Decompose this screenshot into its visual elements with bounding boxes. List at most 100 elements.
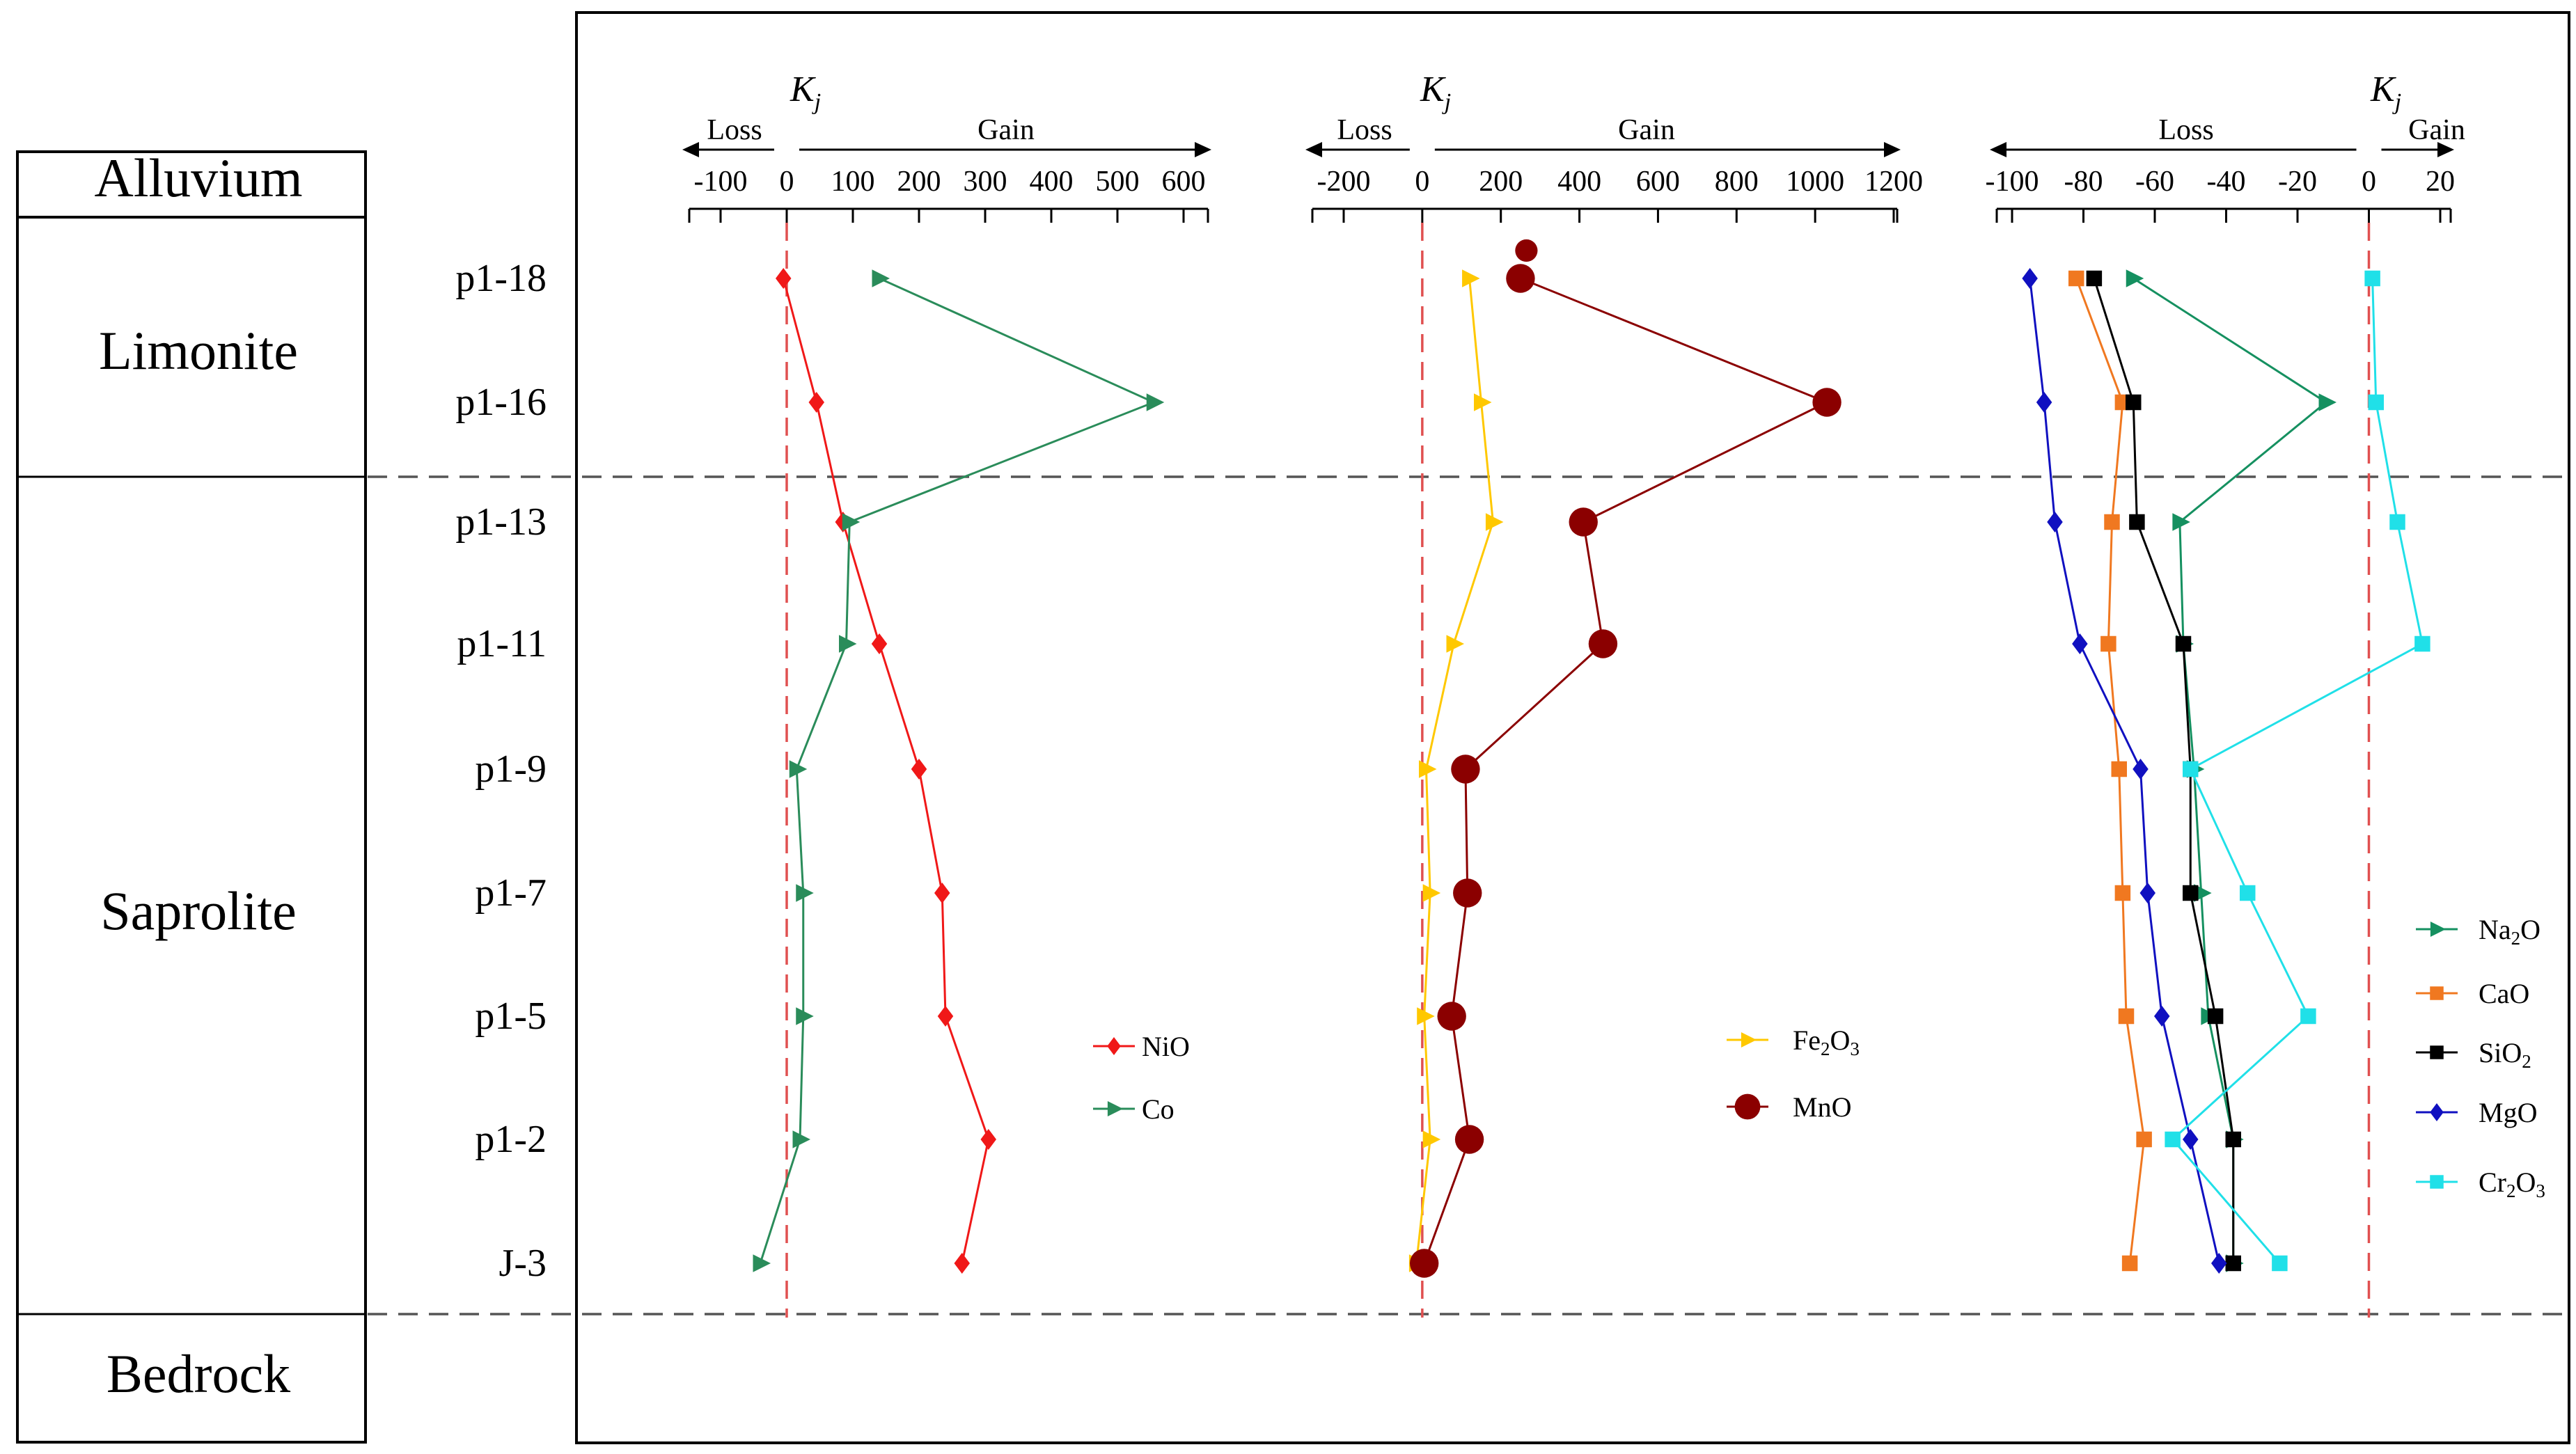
point-MnO-J-3 <box>1409 1249 1439 1278</box>
point-CaO-p1-7 <box>2114 885 2131 901</box>
legend-part-label_sub1: 2 <box>2522 1051 2531 1072</box>
x-tick-label: 20 <box>2426 166 2455 198</box>
legend: NiO Co <box>1093 1031 1190 1125</box>
point-SiO2-p1-13 <box>2129 514 2145 530</box>
x-tick-label: 400 <box>1030 166 1074 198</box>
x-tick-label: 600 <box>1636 166 1680 198</box>
x-tick-label: 0 <box>780 166 794 198</box>
point-Co-p1-9 <box>789 760 808 778</box>
point-SiO2-p1-11 <box>2175 635 2192 652</box>
point-Na2O-p1-13 <box>2172 513 2190 531</box>
point-Cr2O3-p1-9 <box>2183 761 2199 777</box>
x-tick-label: -100 <box>694 166 748 198</box>
zone-alluvium: Alluvium <box>94 148 302 208</box>
legend-part-label_sub1: 2 <box>1821 1038 1830 1059</box>
kj-j: j <box>2392 89 2401 115</box>
legend-item-Cr2O3: Cr2O3 <box>2416 1167 2545 1201</box>
series-line-Co <box>759 277 1157 1264</box>
point-MgO-p1-16 <box>2036 392 2052 413</box>
point-MgO-p1-18 <box>2022 268 2038 289</box>
legend-marker-NiO <box>1107 1037 1121 1055</box>
x-tick-label: -60 <box>2135 166 2174 198</box>
point-NiO-p1-16 <box>808 392 824 413</box>
point-CaO-J-3 <box>2121 1255 2138 1272</box>
legend-part-label_mid: O <box>1830 1025 1851 1056</box>
point-CaO-p1-18 <box>2068 270 2084 287</box>
point-SiO2-p1-7 <box>2183 885 2199 901</box>
point-MgO-p1-5 <box>2154 1006 2170 1027</box>
point-MnO-p1-13 <box>1569 507 1598 537</box>
sample-label-J-3: J-3 <box>499 1242 547 1285</box>
legend-marker-MnO <box>1734 1093 1761 1120</box>
point-Co-p1-5 <box>796 1007 814 1025</box>
series-Co <box>753 269 1165 1272</box>
loss-arrowhead <box>1990 142 2006 157</box>
kj-j: j <box>1442 89 1451 115</box>
gain-arrowhead <box>1195 142 1211 157</box>
zone-column <box>16 216 367 1444</box>
x-tick-label: 200 <box>897 166 941 198</box>
sample-label-p1-18: p1-18 <box>455 257 547 300</box>
legend-marker-Cr2O3 <box>2430 1175 2444 1189</box>
legend-item-CaO: CaO <box>2416 978 2529 1009</box>
point-Fe2O3-p1-2 <box>1422 1130 1441 1148</box>
point-CaO-p1-5 <box>2118 1008 2135 1025</box>
sample-label-p1-16: p1-16 <box>455 381 547 424</box>
point-Fe2O3-p1-5 <box>1417 1007 1435 1025</box>
point-Cr2O3-p1-7 <box>2240 885 2256 901</box>
plot-frame <box>575 11 2570 1444</box>
point-MgO-J-3 <box>2211 1253 2227 1274</box>
kj-title: Kj <box>2370 70 2401 115</box>
kj-k: K <box>1420 70 1446 109</box>
legend-part-label_mid: O <box>2516 1167 2536 1198</box>
point-MgO-p1-2 <box>2183 1129 2199 1150</box>
point-CaO-p1-11 <box>2100 635 2116 652</box>
legend-label-Fe2O3: Fe2O3 <box>1793 1025 1860 1059</box>
x-tick-label: -100 <box>1986 166 2039 198</box>
series-line-NiO <box>782 278 990 1264</box>
point-Co-p1-18 <box>872 269 890 287</box>
legend-marker-CaO <box>2430 986 2444 1000</box>
legend-marker-MgO <box>2430 1103 2444 1121</box>
point-CaO-p1-9 <box>2111 761 2127 777</box>
legend-item-MnO: MnO <box>1727 1091 1851 1123</box>
legend-item-Fe2O3: Fe2O3 <box>1727 1025 1860 1059</box>
point-Co-p1-13 <box>842 513 861 531</box>
legend-part-label_sub2: 3 <box>2536 1180 2545 1201</box>
point-NiO-p1-2 <box>980 1129 996 1150</box>
point-Cr2O3-p1-13 <box>2389 514 2405 530</box>
point-Co-p1-2 <box>792 1130 810 1148</box>
point-MnO-p1-18 <box>1506 264 1535 293</box>
sample-label-p1-5: p1-5 <box>475 995 547 1038</box>
point-Cr2O3-p1-18 <box>2364 270 2380 287</box>
point-Fe2O3-p1-7 <box>1422 884 1441 902</box>
point-CaO-p1-13 <box>2104 514 2120 530</box>
series-MnO <box>1409 264 1841 1278</box>
legend-marker-SiO2 <box>2430 1045 2444 1059</box>
point-MgO-p1-9 <box>2133 759 2149 780</box>
legend-marker-Na2O <box>2430 921 2446 938</box>
point-Fe2O3-p1-11 <box>1446 635 1464 653</box>
legend-item-Na2O: Na2O <box>2416 914 2540 949</box>
legend-label-MnO: MnO <box>1793 1091 1851 1123</box>
x-tick-label: -80 <box>2064 166 2103 198</box>
legend-part-label_sub1: 2 <box>2506 1180 2516 1201</box>
series-line-MnO <box>1423 277 1830 1264</box>
zone-limonite: Limonite <box>99 320 298 381</box>
gain-label: Gain <box>1618 114 1675 146</box>
series-Fe2O3 <box>1408 269 1504 1272</box>
legend-item-MgO: MgO <box>2416 1097 2537 1128</box>
sample-label-p1-9: p1-9 <box>475 748 547 791</box>
x-tick-label: 1000 <box>1786 166 1844 198</box>
series-Cr2O3 <box>2165 270 2430 1272</box>
loss-arrowhead <box>1305 142 1322 157</box>
point-Na2O-p1-16 <box>2318 393 2337 411</box>
kj-k: K <box>2370 70 2396 109</box>
point-Fe2O3-p1-13 <box>1485 513 1504 531</box>
x-tick-label: -20 <box>2278 166 2317 198</box>
point-SiO2-J-3 <box>2225 1255 2241 1272</box>
point-Co-p1-11 <box>839 635 857 653</box>
legend-part-label_sub1: 2 <box>2511 928 2521 949</box>
